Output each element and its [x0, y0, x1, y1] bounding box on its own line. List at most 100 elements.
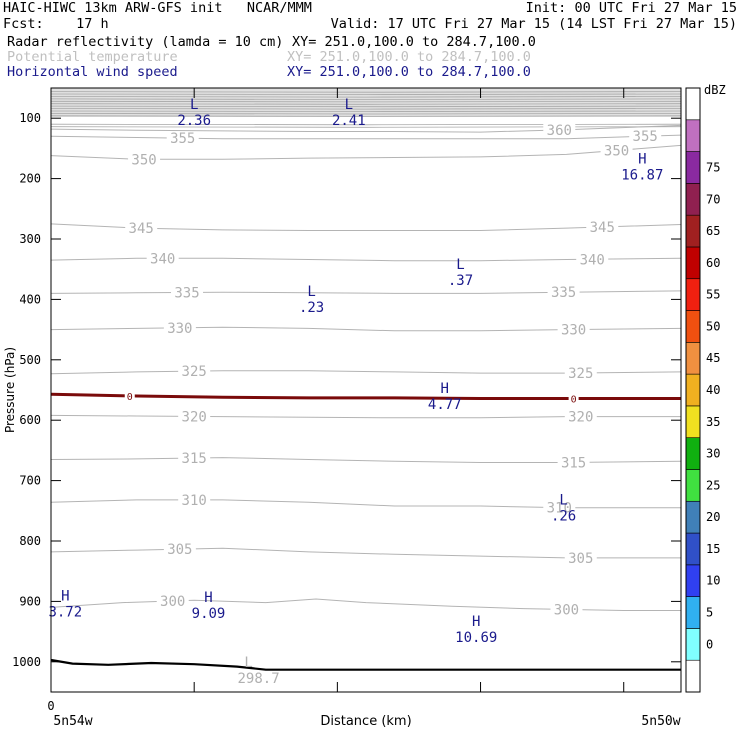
colorbar-level-label: 50: [706, 319, 720, 333]
theta-contour-325: [50, 370, 682, 375]
field-2-xy: XY= 251.0,100.0 to 284.7,100.0: [287, 49, 531, 65]
wind-extremum-value: 16.87: [621, 167, 663, 183]
colorbar-segment: [685, 659, 701, 693]
header-init: Init: 00 UTC Fri 27 Mar 15: [525, 0, 737, 16]
theta-label-bg: [564, 364, 597, 380]
colorbar-segment: [685, 342, 701, 375]
upper-theta-contour: [50, 126, 682, 128]
wind-extremum-letter: L: [345, 97, 353, 113]
wind-extremum-letter: H: [472, 614, 480, 630]
wind-extremum-value: .23: [299, 300, 324, 316]
theta-label-bg: [128, 151, 161, 167]
colorbar-segment: [685, 532, 701, 566]
colorbar-segment: [685, 246, 701, 280]
theta-contour-label: 300: [554, 602, 579, 618]
colorbar-segment: [685, 151, 701, 184]
theta-label-bg: [576, 251, 609, 267]
theta-label-bg: [156, 592, 189, 608]
theta-label-bg: [557, 454, 590, 470]
upper-theta-contour: [50, 108, 682, 110]
wind-extremum-value: 10.69: [455, 630, 497, 646]
colorbar-level-label: 60: [706, 256, 720, 270]
colorbar-segment: [685, 119, 701, 152]
theta-label-bg: [146, 250, 179, 266]
wind-extremum-letter: L: [307, 284, 315, 300]
theta-extremum-letter: L: [244, 655, 252, 671]
theta-label-bg: [543, 499, 576, 515]
zero-dbz-label: 0: [571, 394, 577, 405]
colorbar-segment: [685, 310, 701, 343]
upper-theta-contour: [50, 103, 682, 105]
header-valid: Valid: 17 UTC Fri 27 Mar 15 (14 LST Fri …: [330, 16, 737, 32]
theta-contour-label: 320: [182, 409, 207, 425]
upper-theta-contour: [50, 110, 682, 113]
upper-theta-contour: [50, 91, 682, 93]
plot-frame: [50, 87, 682, 693]
theta-contour-label: 305: [568, 551, 593, 567]
upper-theta-contour: [50, 115, 682, 117]
wind-extremum-value: 4.77: [428, 397, 462, 413]
wind-extremum-letter: L: [559, 493, 567, 509]
colorbar-segment: [685, 278, 701, 311]
theta-contour-label: 350: [131, 152, 156, 168]
y-tick-label: 700: [19, 474, 41, 488]
theta-contour-label: 340: [150, 251, 175, 267]
upper-theta-contour: [50, 98, 682, 100]
theta-contour-label: 355: [170, 131, 195, 147]
theta-label-bg: [550, 601, 583, 617]
theta-contour-315: [50, 457, 682, 463]
field-1-name: Radar reflectivity (lamda = 10 cm): [7, 34, 284, 50]
colorbar-level-label: 5: [706, 606, 713, 620]
wind-extremum-letter: L: [456, 257, 464, 273]
theta-contour-label: 345: [590, 220, 615, 236]
theta-contour-label: 340: [580, 252, 605, 268]
y-tick-label: 600: [19, 413, 41, 427]
theta-label-bg: [163, 319, 196, 335]
y-tick-label: 500: [19, 353, 41, 367]
theta-contour-label: 330: [561, 323, 586, 339]
colorbar-segment: [685, 405, 701, 438]
theta-label-bg: [178, 450, 211, 466]
wind-extremum-value: 3.72: [48, 605, 82, 621]
upper-theta-contour: [50, 105, 682, 108]
zero-dbz-contour: [50, 392, 681, 400]
y-tick-label: 200: [19, 172, 41, 186]
theta-contour-305: [50, 547, 681, 559]
wind-extremum-value: 9.09: [192, 606, 226, 622]
theta-contour-330: [50, 326, 682, 332]
colorbar-segment: [685, 500, 701, 534]
wind-extremum-letter: L: [190, 97, 198, 113]
theta-contour-320: [50, 414, 681, 419]
theta-contour-label: 315: [182, 451, 207, 467]
colorbar-segment: [685, 469, 701, 502]
colorbar-segment: [685, 87, 701, 121]
upper-contour-band: [51, 88, 681, 117]
colorbar-title: dBZ: [704, 83, 726, 97]
header-forecast: Fcst: 17 h: [3, 16, 109, 32]
theta-label-bg: [557, 321, 590, 337]
theta-contour-label: 310: [547, 501, 572, 517]
colorbar-level-label: 35: [706, 415, 720, 429]
colorbar-segment: [685, 628, 701, 661]
theta-contour-label: 335: [174, 285, 199, 301]
theta-contour-label: 345: [129, 221, 154, 237]
theta-label-bg: [586, 218, 619, 234]
theta-label-bg: [171, 284, 204, 300]
wind-extremum-value: .26: [551, 509, 576, 525]
y-tick-label: 900: [19, 594, 41, 608]
theta-label-bg: [178, 408, 211, 424]
theta-contour-label: 300: [160, 594, 185, 610]
colorbar-level-label: 75: [706, 160, 720, 174]
colorbar-segment: [685, 437, 701, 470]
wind-extremum-letter: H: [204, 590, 212, 606]
theta-label-bg: [600, 142, 633, 158]
theta-contour-label: 360: [547, 123, 572, 139]
theta-contour-label: 310: [182, 493, 207, 509]
upper-theta-contour: [50, 113, 682, 115]
colorbar-segment: [685, 373, 701, 407]
surface-line: [50, 658, 681, 671]
y-tick-label: 800: [19, 534, 41, 548]
wind-extremum-value: .37: [448, 273, 473, 289]
upper-theta-contour: [50, 123, 682, 126]
